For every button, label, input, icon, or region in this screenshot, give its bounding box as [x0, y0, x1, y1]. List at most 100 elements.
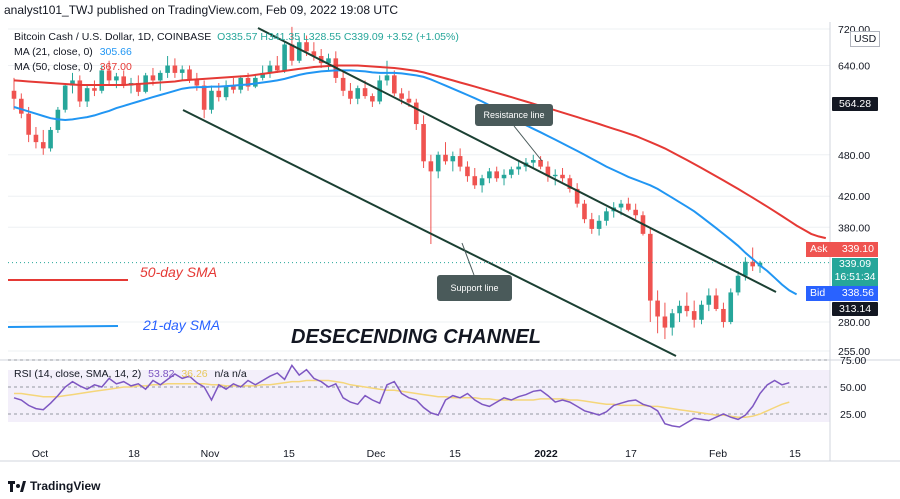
rsi-band — [8, 370, 830, 422]
candle-body — [750, 261, 755, 267]
candle-body — [465, 166, 470, 177]
candle-body — [457, 156, 463, 167]
candle-body — [509, 169, 514, 175]
price-tick-label: 640.00 — [838, 61, 870, 73]
time-tick-label: 15 — [283, 448, 295, 460]
rsi-tick-label: 75.00 — [840, 355, 866, 367]
sma21-sample-line — [7, 325, 119, 328]
candle-body — [260, 72, 265, 78]
candle-body — [443, 154, 448, 162]
legend-ma50-value: 367.00 — [99, 61, 132, 73]
candle-body — [728, 292, 734, 322]
time-tick-label: 15 — [449, 448, 461, 460]
candle-body — [136, 82, 141, 92]
ask-tag: Ask 339.10 — [806, 242, 878, 257]
candle-body — [311, 51, 317, 56]
candle-body — [684, 305, 690, 312]
candle-body — [538, 159, 543, 167]
candle-body — [201, 85, 207, 110]
candle-body — [596, 220, 602, 229]
currency-label[interactable]: USD — [850, 31, 881, 47]
candle-body — [735, 275, 741, 293]
candle-body — [406, 98, 412, 103]
price-tick-label: 280.00 — [838, 317, 870, 329]
candle-body — [238, 77, 244, 90]
candle-body — [209, 90, 214, 110]
candle-body — [487, 171, 492, 179]
candle-body — [362, 88, 368, 97]
candle-body — [691, 311, 697, 320]
legend-ma21: MA (21, close, 0) — [14, 46, 93, 58]
candle-body — [633, 209, 638, 216]
candle-body — [479, 178, 485, 186]
candle-body — [216, 90, 222, 98]
candle-body — [340, 77, 346, 91]
time-tick-label: Dec — [367, 448, 386, 460]
time-tick-label: 2022 — [534, 448, 558, 460]
legend-ma50: MA (50, close, 0) — [14, 61, 93, 73]
price-tick-label: 255.00 — [838, 346, 870, 358]
rsi-tick-label: 25.00 — [840, 409, 866, 421]
candle-body — [11, 90, 17, 99]
candle-body — [40, 142, 46, 149]
tradingview-logo-icon — [8, 480, 26, 492]
candle-body — [172, 65, 178, 73]
legend-ohlc: O335.57 H341.35 L328.55 C339.09 +3.52 (+… — [217, 31, 459, 43]
candle-body — [70, 80, 75, 86]
time-tick-label: Nov — [201, 448, 220, 460]
footer-brand-text: TradingView — [30, 479, 101, 493]
candle-body — [647, 233, 653, 301]
candle-body — [150, 75, 156, 81]
candle-body — [253, 77, 258, 87]
candle-body — [545, 166, 551, 177]
legend-ma21-line: MA (21, close, 0) 305.66 — [14, 46, 132, 58]
candle-body — [743, 261, 748, 276]
time-tick-label: 17 — [625, 448, 637, 460]
candle-body — [223, 85, 229, 98]
candle-body — [245, 77, 251, 87]
candle-body — [296, 42, 302, 61]
candle-body — [516, 166, 521, 170]
legend-rsi-na: n/a n/a — [214, 368, 247, 380]
price-tick-label: 380.00 — [838, 222, 870, 234]
time-tick-label: 15 — [789, 448, 801, 460]
legend-ma21-value: 305.66 — [99, 46, 132, 58]
time-tick-label: 18 — [128, 448, 140, 460]
candle-body — [662, 316, 668, 328]
bid-tag: Bid 338.56 — [806, 286, 878, 301]
candle-body — [713, 295, 719, 309]
candle-body — [706, 295, 712, 305]
candle-body — [92, 88, 97, 91]
candle-body — [552, 174, 558, 177]
candle-body — [655, 300, 660, 317]
candle-body — [157, 72, 163, 81]
candle-body — [560, 174, 565, 179]
support-pointer — [461, 242, 475, 276]
candle-body — [187, 69, 192, 80]
rsi-sma-line — [14, 379, 790, 418]
candle-body — [428, 161, 434, 172]
candle-body — [77, 80, 83, 102]
footer-brand[interactable]: TradingView — [8, 479, 100, 493]
candle-body — [677, 305, 682, 314]
candle-body — [282, 44, 287, 71]
rsi-tick-label: 50.00 — [840, 382, 866, 394]
candle-body — [384, 75, 390, 81]
legend-symbol: Bitcoin Cash / U.S. Dollar, 1D, COINBASE — [14, 31, 212, 43]
legend-rsi: RSI (14, close, SMA, 14, 2) — [14, 368, 142, 380]
support-line — [182, 109, 677, 357]
publish-header: analyst101_TWJ published on TradingView.… — [4, 3, 399, 17]
price-tick-label: 420.00 — [838, 191, 870, 203]
candle-body — [567, 178, 573, 189]
candle-body — [304, 42, 309, 52]
support-callout: Support line — [437, 275, 512, 301]
candle-body — [450, 156, 456, 162]
time-tick-label: Oct — [32, 448, 48, 460]
candle-body — [179, 69, 185, 73]
sma21-annotation: 21-day SMA — [143, 317, 221, 333]
candle-body — [19, 98, 24, 114]
legend-rsi-line: RSI (14, close, SMA, 14, 2) 53.82 36.26 … — [14, 368, 247, 380]
candle-body — [721, 308, 726, 322]
ma21-line — [13, 69, 798, 296]
candle-body — [618, 203, 624, 208]
